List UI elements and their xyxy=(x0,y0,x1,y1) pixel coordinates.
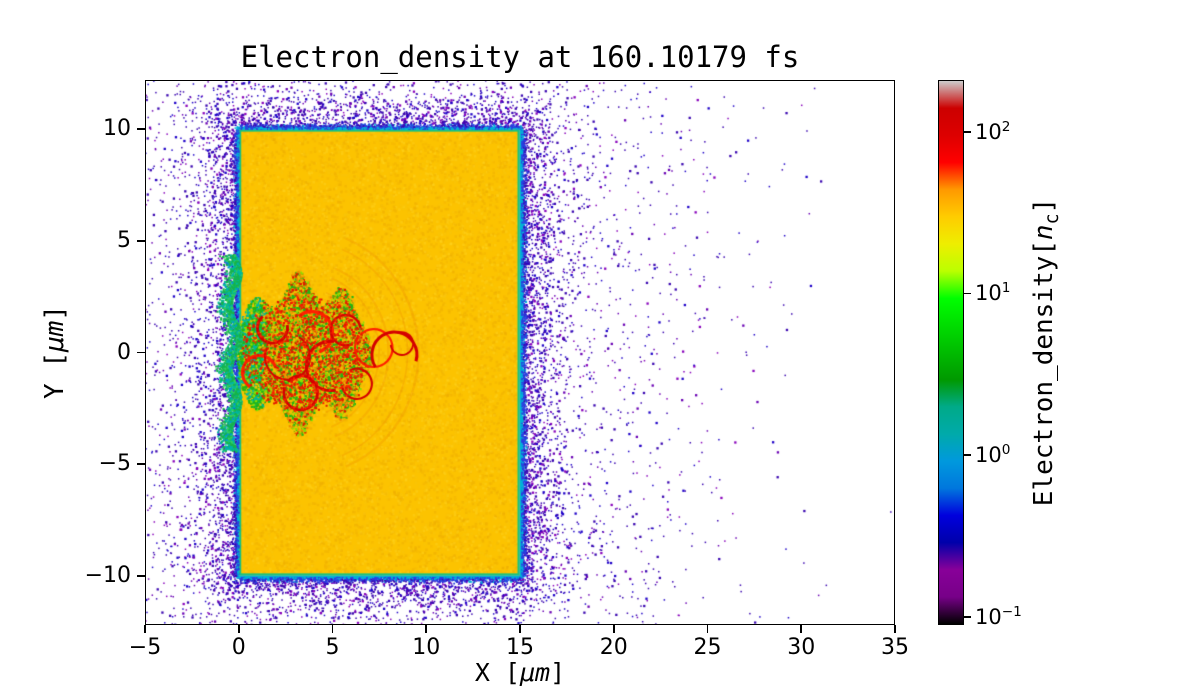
x-tick-label: 5 xyxy=(325,635,340,660)
x-tick-label: 30 xyxy=(787,635,816,660)
y-tick xyxy=(137,575,145,577)
x-label-unit: μm xyxy=(519,658,551,687)
x-tick xyxy=(331,625,334,633)
x-tick-label: 15 xyxy=(506,635,534,660)
x-axis-label: X [μm] xyxy=(145,658,895,687)
x-tick-label: 0 xyxy=(231,635,246,660)
y-tick xyxy=(137,128,145,130)
x-tick xyxy=(894,625,896,633)
heatmap-canvas xyxy=(145,80,895,625)
x-tick xyxy=(706,625,709,633)
cbar-label-sub: c xyxy=(1042,213,1064,225)
y-tick-label: −5 xyxy=(98,451,131,477)
x-tick xyxy=(519,625,521,633)
y-tick-label: 10 xyxy=(103,116,131,142)
colorbar-tick xyxy=(964,454,971,456)
y-tick-label: −10 xyxy=(84,562,131,588)
y-label-pre: Y [ xyxy=(40,352,70,399)
x-tick-label: 20 xyxy=(599,635,628,660)
x-tick xyxy=(800,625,803,633)
x-tick xyxy=(237,625,240,633)
x-tick-label: 25 xyxy=(693,635,722,660)
colorbar xyxy=(938,80,964,625)
y-tick xyxy=(137,351,145,354)
y-tick xyxy=(137,240,145,242)
x-tick-label: 10 xyxy=(412,635,441,660)
chart-title: Electron_density at 160.10179 fs xyxy=(240,40,800,74)
colorbar-tick-label: 100 xyxy=(975,442,1011,468)
y-label-unit: μm xyxy=(40,320,70,352)
y-tick-label: 5 xyxy=(117,227,131,253)
colorbar-tick-label: 101 xyxy=(975,280,1011,306)
cbar-label-symbol: n xyxy=(1028,224,1059,241)
cbar-label-post: ] xyxy=(1028,197,1059,214)
x-label-post: ] xyxy=(550,658,566,687)
x-label-pre: X [ xyxy=(474,658,520,687)
cbar-label-pre: Electron_density[ xyxy=(1028,240,1059,507)
x-tick-label: 35 xyxy=(881,635,909,660)
colorbar-label: Electron_density[nc] xyxy=(1029,198,1063,506)
colorbar-tick xyxy=(964,616,971,618)
x-tick xyxy=(425,625,428,633)
x-tick xyxy=(144,625,146,633)
y-label-post: ] xyxy=(40,305,70,321)
y-tick-label: 0 xyxy=(117,339,131,365)
y-axis-label: Y [μm] xyxy=(40,305,70,399)
x-tick xyxy=(612,625,615,633)
colorbar-tick-label: 10−1 xyxy=(975,603,1022,629)
colorbar-tick-label: 102 xyxy=(975,118,1011,144)
y-tick xyxy=(137,463,145,465)
colorbar-tick xyxy=(964,130,971,133)
x-tick-label: −5 xyxy=(128,635,162,660)
colorbar-tick xyxy=(964,292,971,295)
